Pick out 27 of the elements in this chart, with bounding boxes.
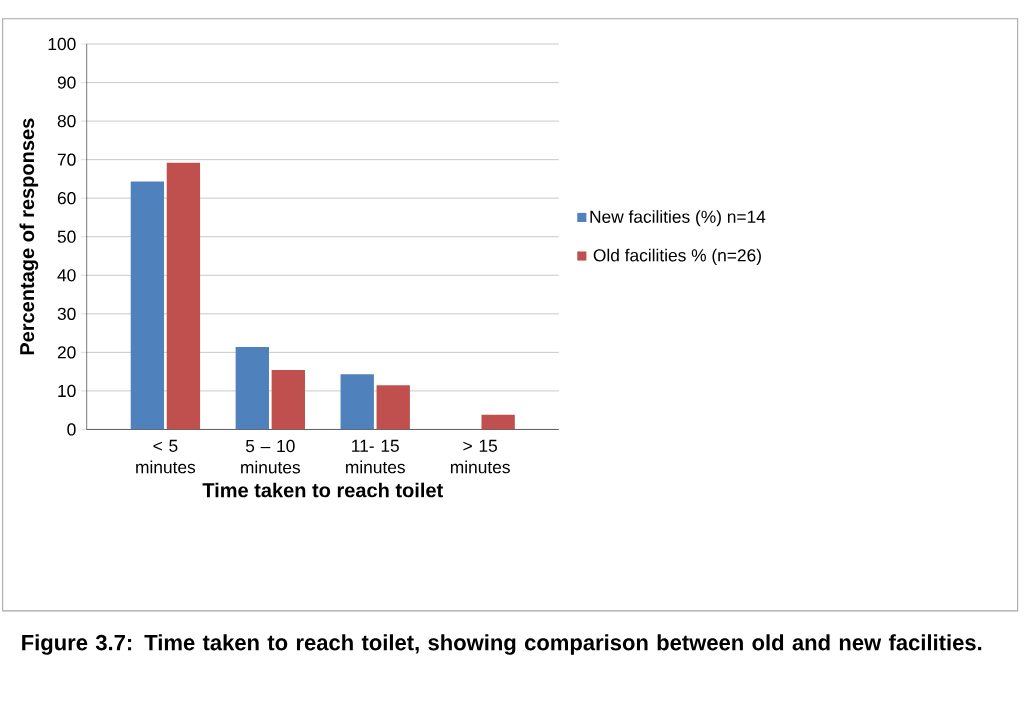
caption: Figure 3.7: Time taken to reach toilet, showing comparison between old and new facilities.	[22, 634, 982, 655]
y-tick-label: 20	[57, 346, 76, 359]
y-tick-label: 30	[57, 307, 76, 321]
y-tick-label: 70	[57, 153, 76, 166]
bar	[376, 385, 410, 430]
x-tick-label: < 5 minutes	[136, 439, 196, 474]
y-tick-label: 50	[57, 230, 76, 243]
y-tick-label: 80	[57, 115, 76, 128]
y-axis-title: Percentage of responses	[19, 118, 39, 355]
y-tick-label: 0	[67, 423, 76, 436]
x-tick-label: > 15 minutes	[450, 439, 510, 474]
x-tick-label: 5 – 10 minutes	[241, 439, 301, 474]
y-tick-label: 10	[58, 384, 76, 398]
bar	[271, 370, 305, 430]
bar	[481, 414, 515, 430]
legend-label: New facilities (%) n=14	[590, 210, 766, 227]
y-tick-label: 40	[57, 269, 76, 282]
bar	[340, 374, 374, 430]
y-tick-label: 100	[48, 37, 76, 51]
y-tick-label: 90	[57, 76, 76, 89]
x-tick-label: 11- 15 minutes	[346, 439, 405, 474]
legend-label: Old facilities % (n=26)	[593, 248, 761, 265]
bar	[166, 162, 201, 430]
bar	[235, 347, 269, 430]
bar	[130, 181, 165, 430]
y-tick-label: 60	[57, 192, 76, 205]
x-axis-title: Time taken to reach toilet	[202, 482, 443, 498]
